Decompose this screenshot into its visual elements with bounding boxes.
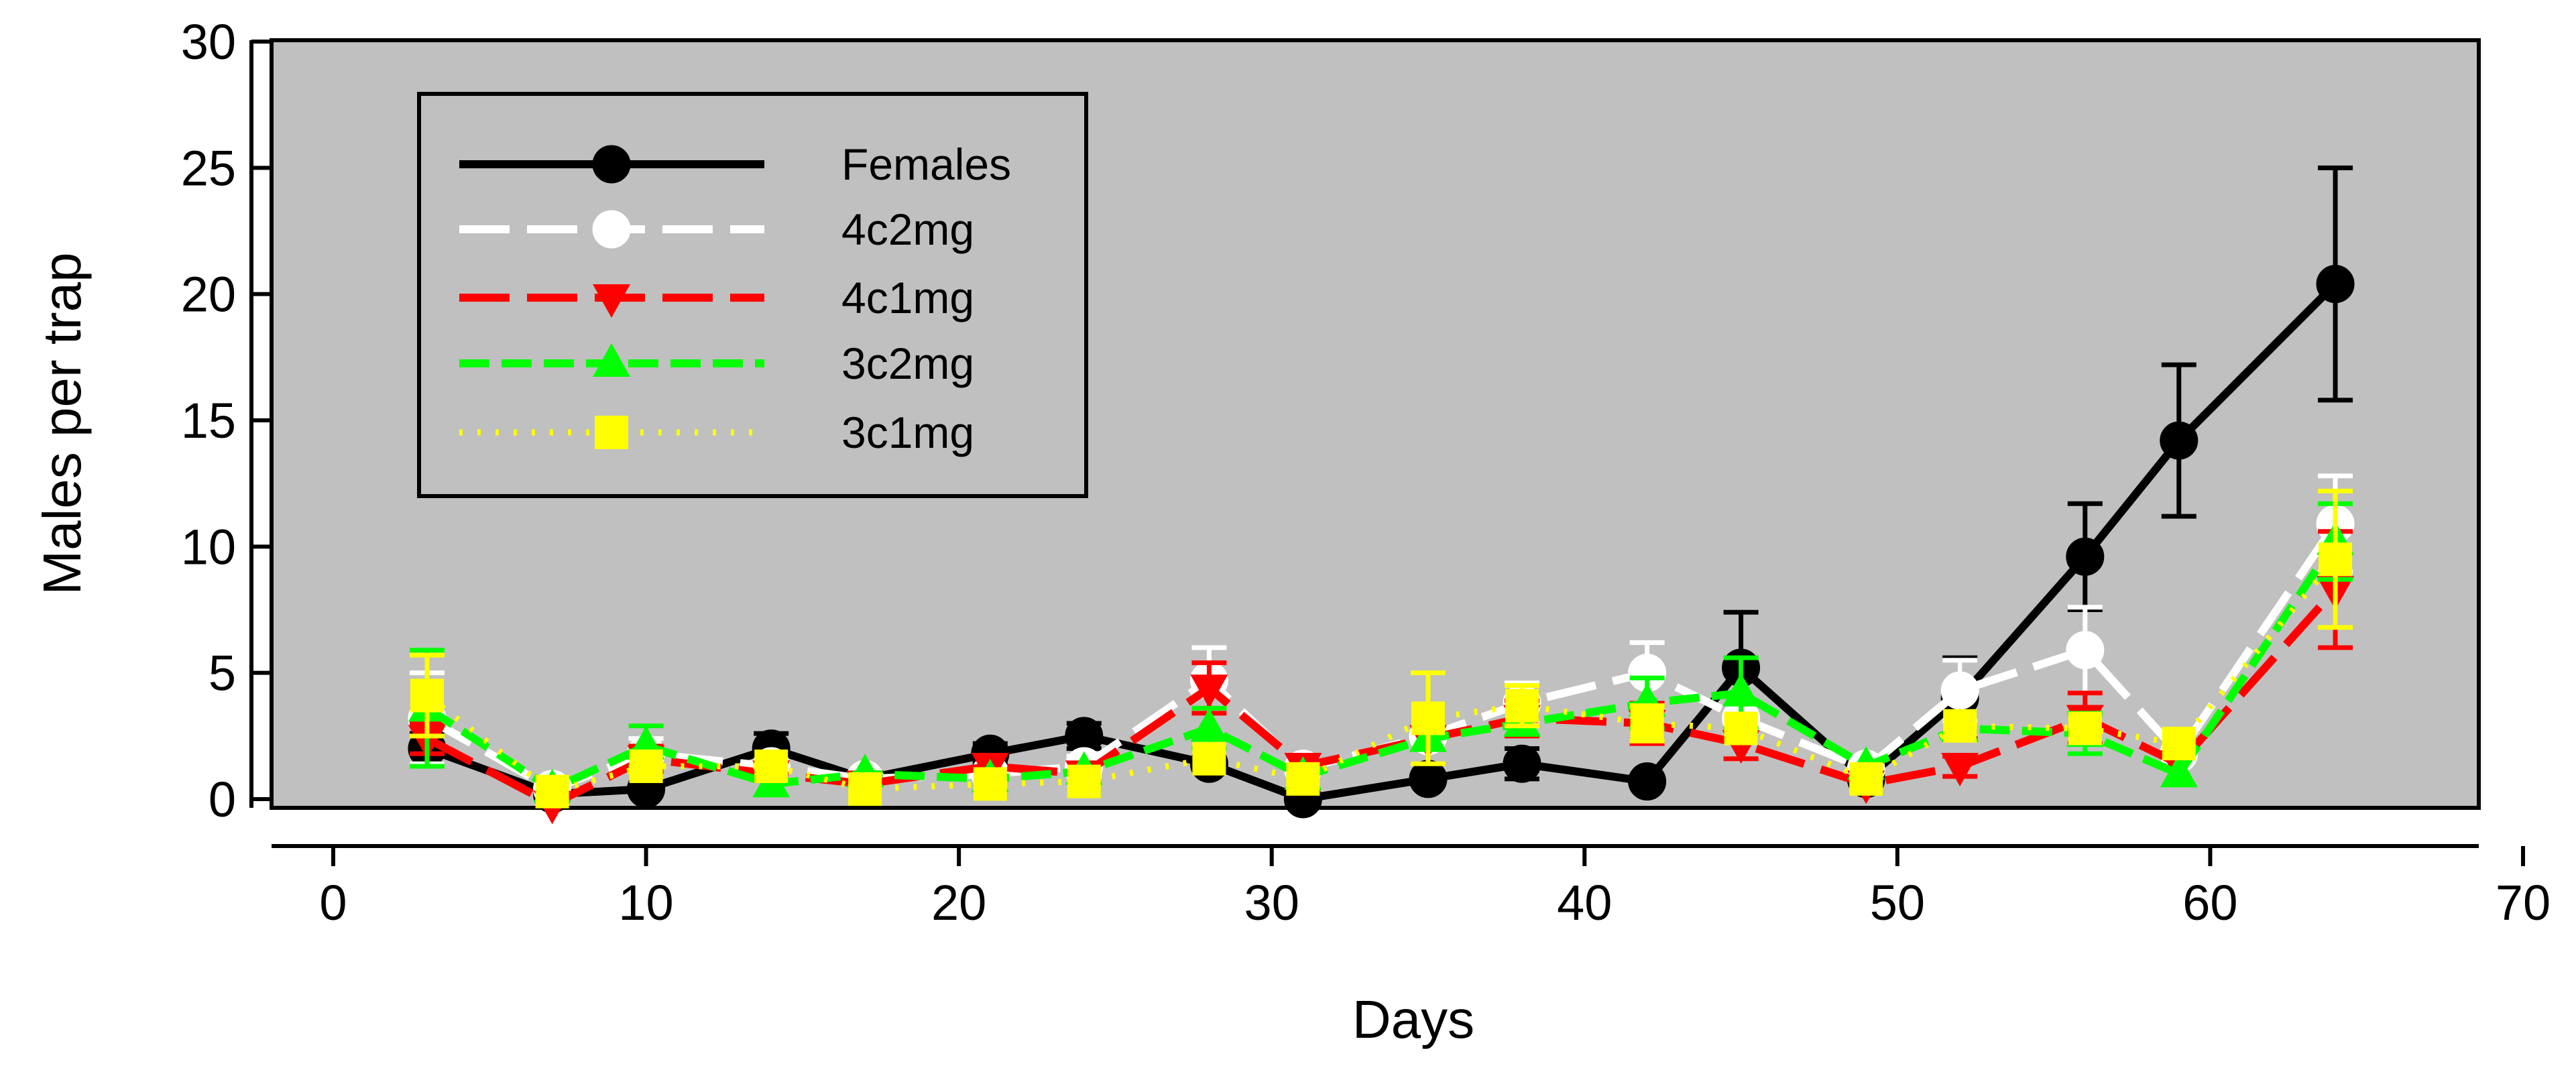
data-point-3c1mg <box>1505 689 1539 723</box>
data-point-4c2mg <box>1940 671 1979 710</box>
y-tick-label: 25 <box>181 140 236 196</box>
legend-marker-3c1mg <box>595 416 628 449</box>
data-point-4c1mg <box>1190 674 1228 709</box>
data-point-females <box>2160 421 2199 460</box>
legend-label-4c2mg: 4c2mg <box>841 204 974 254</box>
legend-marker-females <box>592 145 631 184</box>
series-3c1mg <box>409 488 2353 809</box>
data-point-3c1mg <box>410 678 444 713</box>
legend-marker-4c2mg <box>592 210 631 249</box>
data-point-3c1mg <box>629 750 663 784</box>
series-line-3c2mg <box>424 539 2339 793</box>
legend: Females 4c2mg 4c1mg 3c2mg 3c1mg <box>417 92 1088 498</box>
data-point-3c1mg <box>1724 711 1758 745</box>
data-point-3c1mg <box>1849 762 1883 796</box>
data-point-females <box>2066 537 2105 576</box>
data-point-3c1mg <box>2068 711 2102 745</box>
legend-label-4c1mg: 4c1mg <box>841 273 974 322</box>
data-point-3c1mg <box>973 767 1007 801</box>
data-point-3c2mg <box>2160 754 2198 788</box>
x-axis-title: Days <box>1352 990 1474 1049</box>
legend-marker-3c2mg <box>593 343 630 377</box>
y-tick-label: 10 <box>181 519 236 575</box>
legend-label-3c2mg: 3c2mg <box>841 339 974 388</box>
y-tick-label: 30 <box>181 14 236 70</box>
data-point-3c1mg <box>1067 764 1101 798</box>
x-tick-label: 40 <box>1557 875 1612 931</box>
y-tick-label: 0 <box>209 772 236 827</box>
data-point-females <box>1409 760 1448 798</box>
y-tick-label: 5 <box>209 646 236 701</box>
data-point-3c2mg <box>1722 672 1760 707</box>
axes: 0 10 20 30 40 50 60 70 0 5 10 15 20 25 30 <box>181 14 2551 931</box>
x-tick-label: 20 <box>931 875 986 931</box>
data-point-3c1mg <box>1411 701 1445 735</box>
data-point-4c2mg <box>2066 631 2105 670</box>
data-point-3c1mg <box>2162 727 2196 761</box>
data-point-3c1mg <box>848 772 882 806</box>
data-point-3c2mg <box>1190 708 1228 742</box>
legend-label-3c1mg: 3c1mg <box>841 408 974 457</box>
data-point-3c1mg <box>1630 707 1664 740</box>
x-tick-label: 30 <box>1244 875 1299 931</box>
y-axis-title: Males per trap <box>32 252 92 595</box>
legend-label-females: Females <box>841 139 1011 189</box>
y-tick-label: 15 <box>181 393 236 449</box>
x-tick-label: 10 <box>618 875 673 931</box>
data-point-females <box>1503 744 1541 783</box>
data-point-females <box>2316 265 2355 304</box>
data-point-3c1mg <box>1943 709 1977 743</box>
x-tick-label: 70 <box>2496 875 2551 931</box>
data-point-3c1mg <box>754 750 788 784</box>
x-tick-label: 0 <box>319 875 347 931</box>
data-point-females <box>1628 762 1667 801</box>
x-tick-label: 50 <box>1870 875 1925 931</box>
data-point-3c1mg <box>2319 542 2353 577</box>
series-line-4c1mg <box>425 587 2339 809</box>
y-tick-label: 20 <box>181 267 236 322</box>
legend-marker-4c1mg <box>593 284 630 318</box>
data-point-3c1mg <box>535 774 569 809</box>
legend-box <box>417 92 1088 498</box>
data-point-3c1mg <box>1286 762 1320 796</box>
series-layer <box>408 165 2355 825</box>
x-tick-label: 60 <box>2182 875 2237 931</box>
series-line-females <box>425 281 2339 803</box>
data-point-4c1mg <box>1941 753 1979 787</box>
legend-samples <box>459 145 764 449</box>
data-point-3c1mg <box>1192 741 1226 776</box>
